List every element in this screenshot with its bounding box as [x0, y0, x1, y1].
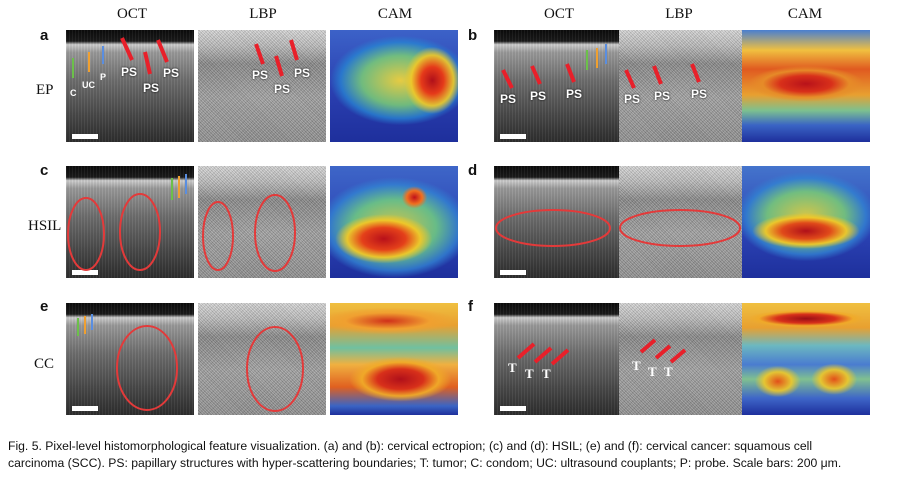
- column-header-lbp-left: LBP: [249, 6, 277, 22]
- scale-bar-b: [500, 134, 526, 139]
- image-b-oct: [494, 30, 622, 142]
- label-ps-b3: PS: [566, 87, 583, 101]
- label-condom: C: [70, 88, 77, 98]
- image-c-lbp: [198, 166, 326, 278]
- label-ps-a-lbp2: PS: [274, 82, 291, 96]
- arrow-tumor-f-lbp2: [654, 344, 672, 360]
- arrow-ps-b2: [530, 65, 542, 85]
- label-tumor-f-lbp1: T: [632, 358, 641, 373]
- arrow-ps-a-lbp1: [254, 43, 265, 65]
- arrow-ps-b-lbp3: [690, 63, 701, 83]
- row-label-cc: CC: [34, 356, 55, 372]
- caption-line-1: Fig. 5. Pixel-level histomorphological f…: [8, 439, 813, 453]
- image-e-cam: [330, 303, 458, 415]
- scale-bar-d: [500, 270, 526, 275]
- image-d-lbp: [619, 166, 747, 278]
- arrow-tumor-f1: [516, 342, 536, 360]
- image-c-cam: [330, 166, 458, 278]
- column-header-oct-left: OCT: [117, 6, 147, 22]
- label-ps-b-lbp2: PS: [654, 89, 671, 103]
- panel-letter-c: c: [40, 162, 49, 179]
- row-label-hsil: HSIL: [28, 218, 62, 234]
- label-tumor-f2: T: [525, 366, 534, 381]
- arrow-ps-a3: [156, 39, 169, 63]
- label-couplant: UC: [82, 80, 95, 90]
- scale-bar-a: [72, 134, 98, 139]
- arrow-tumor-f2: [533, 346, 553, 364]
- ellipse-e-oct: [116, 325, 178, 411]
- scale-bar-f: [500, 406, 526, 411]
- row-label-ep: EP: [36, 82, 54, 98]
- ellipse-d-lbp: [619, 209, 741, 247]
- image-b-cam: [742, 30, 870, 142]
- arrow-tumor-f3: [550, 348, 570, 366]
- image-e-lbp: [198, 303, 326, 415]
- arrow-ps-b-lbp2: [652, 65, 663, 85]
- arrow-ps-a-lbp3: [289, 39, 299, 61]
- label-tumor-f-lbp2: T: [648, 364, 657, 379]
- column-header-cam-left: CAM: [377, 6, 413, 22]
- label-ps-a1: PS: [121, 65, 138, 79]
- image-b-lbp: [619, 30, 747, 142]
- label-ps-a2: PS: [143, 81, 160, 95]
- arrow-ps-b3: [565, 63, 576, 83]
- image-a-lbp: [198, 30, 326, 142]
- label-ps-a-lbp1: PS: [252, 68, 269, 82]
- image-f-lbp: [619, 303, 747, 415]
- label-tumor-f1: T: [508, 360, 517, 375]
- label-probe: P: [100, 72, 107, 82]
- arrow-ps-a-lbp2: [274, 55, 284, 77]
- label-ps-b2: PS: [530, 89, 547, 103]
- ellipse-c-oct-1: [67, 197, 105, 271]
- ellipse-c-lbp-1: [202, 201, 234, 271]
- image-a-cam: [330, 30, 458, 142]
- arrow-ps-b1: [501, 69, 514, 89]
- column-header-oct-right: OCT: [544, 6, 574, 22]
- ellipse-c-oct-2: [119, 193, 161, 271]
- label-ps-b1: PS: [500, 92, 517, 106]
- caption-line-2: carcinoma (SCC). PS: papillary structure…: [8, 456, 842, 470]
- arrow-tumor-f-lbp1: [639, 338, 657, 354]
- figure-caption: Fig. 5. Pixel-level histomorphological f…: [8, 438, 894, 472]
- arrow-ps-b-lbp1: [624, 69, 636, 89]
- label-ps-a3: PS: [163, 66, 180, 80]
- label-ps-b-lbp3: PS: [691, 87, 708, 101]
- arrow-ps-a2: [143, 51, 152, 75]
- panel-letter-a: a: [40, 27, 49, 44]
- ellipse-e-lbp: [246, 326, 304, 412]
- label-tumor-f-lbp3: T: [664, 364, 673, 379]
- label-ps-b-lbp1: PS: [624, 92, 641, 106]
- label-tumor-f3: T: [542, 366, 551, 381]
- panel-letter-f: f: [468, 298, 473, 315]
- image-d-oct: [494, 166, 622, 278]
- ellipse-c-lbp-2: [254, 194, 296, 272]
- arrow-tumor-f-lbp3: [669, 348, 687, 364]
- panel-letter-b: b: [468, 27, 478, 44]
- column-header-cam-right: CAM: [787, 6, 823, 22]
- image-d-cam: [742, 166, 870, 278]
- ellipse-d-oct: [495, 209, 611, 247]
- panel-letter-e: e: [40, 298, 49, 315]
- column-header-lbp-right: LBP: [665, 6, 693, 22]
- image-a-oct: [66, 30, 194, 142]
- scale-bar-e: [72, 406, 98, 411]
- scale-bar-c: [72, 270, 98, 275]
- label-ps-a-lbp3: PS: [294, 66, 311, 80]
- panel-letter-d: d: [468, 162, 478, 179]
- arrow-ps-a1: [120, 37, 134, 61]
- image-f-cam: [742, 303, 870, 415]
- image-e-oct: [66, 303, 194, 415]
